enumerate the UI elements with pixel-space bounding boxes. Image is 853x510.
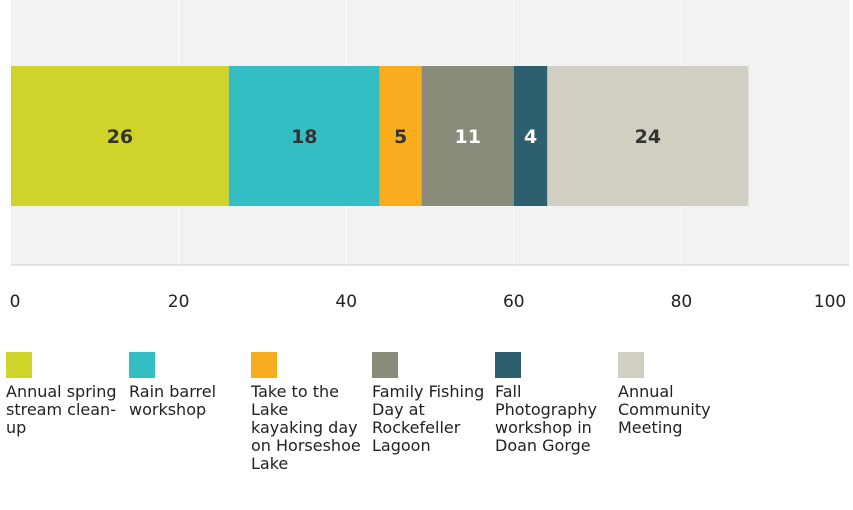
legend-swatch	[129, 352, 155, 378]
bar-segment	[547, 66, 749, 206]
bar-segments	[11, 66, 749, 206]
legend-label: Annual spring stream clean-up	[6, 382, 117, 437]
legend-item-fall-photography-workshop: Fall Photography workshop in Doan Gorge	[495, 352, 617, 455]
legend-item-take-to-the-lake: Take to the Lake kayaking day on Horsesh…	[251, 352, 373, 473]
data-labels: 26 18 5 11 4 24	[107, 126, 661, 148]
legend-label: Family Fishing Day at Rockefeller Lagoon	[372, 382, 485, 455]
x-tick-labels: 0 20 40 60 80 100	[10, 292, 847, 312]
legend-swatch	[495, 352, 521, 378]
data-label: 4	[524, 126, 537, 148]
data-label: 5	[394, 126, 407, 148]
x-tick-label: 20	[168, 292, 190, 312]
x-tick-label: 40	[335, 292, 357, 312]
bar-segment	[228, 66, 380, 206]
legend-label: Rain barrel workshop	[129, 382, 217, 419]
x-tick-label: 0	[10, 292, 21, 312]
legend-swatch	[618, 352, 644, 378]
bar-segment	[421, 66, 514, 206]
legend-swatch	[372, 352, 398, 378]
bar-segment	[513, 66, 548, 206]
x-tick-label: 60	[503, 292, 525, 312]
legend-item-rain-barrel-workshop: Rain barrel workshop	[129, 352, 251, 419]
data-label: 24	[635, 126, 661, 148]
bar-segment	[379, 66, 422, 206]
data-label: 11	[454, 126, 480, 148]
legend-item-family-fishing-day: Family Fishing Day at Rockefeller Lagoon	[372, 352, 494, 455]
data-label: 26	[107, 126, 133, 148]
data-label: 18	[291, 126, 317, 148]
bar-segment	[11, 66, 229, 206]
legend-item-annual-spring-stream-clean-up: Annual spring stream clean-up	[6, 352, 128, 437]
x-tick-label: 100	[814, 292, 846, 312]
legend-item-annual-community-meeting: Annual Community Meeting	[618, 352, 740, 437]
legend-label: Annual Community Meeting	[618, 382, 711, 437]
legend-label: Fall Photography workshop in Doan Gorge	[495, 382, 597, 455]
legend-swatch	[6, 352, 32, 378]
legend-label: Take to the Lake kayaking day on Horsesh…	[251, 382, 361, 473]
x-tick-label: 80	[671, 292, 693, 312]
legend: Annual spring stream clean-up Rain barre…	[0, 352, 853, 510]
legend-swatch	[251, 352, 277, 378]
